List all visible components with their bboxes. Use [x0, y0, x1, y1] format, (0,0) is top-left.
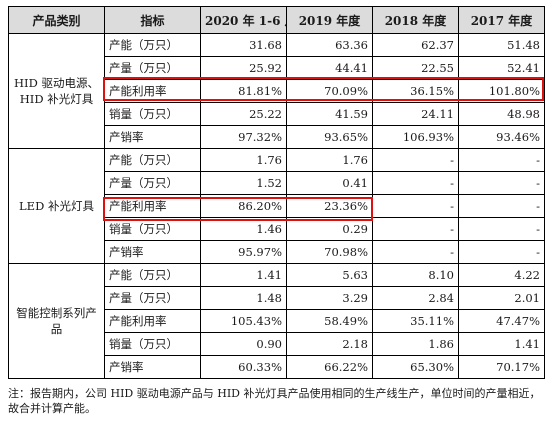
value-cell: - — [458, 194, 545, 218]
metric-cell: 产能利用率 — [104, 194, 201, 218]
value-cell: 24.11 — [372, 102, 459, 126]
metric-cell: 产能（万只） — [104, 148, 201, 172]
value-cell: 52.41 — [458, 56, 545, 80]
header-row: 产品类别 指标 2020 年 1-6 月 2019 年度 2018 年度 201… — [8, 6, 545, 34]
value-cell: - — [372, 194, 459, 218]
value-cell: 5.63 — [286, 263, 373, 287]
value-cell: 95.97% — [200, 240, 287, 264]
header-metric: 指标 — [104, 6, 201, 34]
metric-cell: 销量（万只） — [104, 217, 201, 241]
value-cell: 97.32% — [200, 125, 287, 149]
value-cell: - — [372, 148, 459, 172]
value-cell: 86.20% — [200, 194, 287, 218]
value-cell: 105.43% — [200, 309, 287, 333]
value-cell: 0.41 — [286, 171, 373, 195]
header-2020h1: 2020 年 1-6 月 — [200, 6, 287, 34]
metric-cell: 产能（万只） — [104, 33, 201, 57]
value-cell: 35.11% — [372, 309, 459, 333]
metric-cell: 产量（万只） — [104, 56, 201, 80]
value-cell: - — [458, 148, 545, 172]
table-row: 产销率 97.32% 93.65% 106.93% 93.46% — [9, 125, 545, 149]
value-cell: 70.98% — [286, 240, 373, 264]
header-2017: 2017 年度 — [458, 6, 545, 34]
value-cell: 1.52 — [200, 171, 287, 195]
metric-cell: 销量（万只） — [104, 102, 201, 126]
value-cell: - — [458, 217, 545, 241]
table-row: LED 补光灯具 产能（万只） 1.76 1.76- - — [8, 148, 545, 264]
metric-cell: 销量（万只） — [104, 332, 201, 356]
value-cell: 25.92 — [200, 56, 287, 80]
value-cell: - — [458, 240, 545, 264]
value-cell: 47.47% — [458, 309, 545, 333]
value-cell: 2.01 — [458, 286, 545, 310]
value-cell: - — [458, 171, 545, 195]
value-cell: 0.90 — [200, 332, 287, 356]
value-cell: 41.59 — [286, 102, 373, 126]
value-cell: 51.48 — [458, 33, 545, 57]
value-cell: 66.22% — [286, 355, 373, 379]
category-cell: HID 驱动电源、HID 补光灯具 — [8, 33, 105, 149]
table-row: 销量（万只） 25.22 41.59 24.11 48.98 — [9, 102, 545, 126]
value-cell: 1.76 — [200, 148, 287, 172]
value-cell: 36.15% — [372, 79, 459, 103]
header-2019: 2019 年度 — [286, 6, 373, 34]
table-row: 产销率 60.33% 66.22% 65.30% 70.17% — [9, 355, 545, 379]
value-cell: 1.48 — [200, 286, 287, 310]
value-cell: 93.46% — [458, 125, 545, 149]
metric-cell: 产销率 — [104, 125, 201, 149]
value-cell: 62.37 — [372, 33, 459, 57]
category-cell: 智能控制系列产品 — [8, 263, 105, 379]
header-2018: 2018 年度 — [372, 6, 459, 34]
metric-cell: 产能（万只） — [104, 263, 201, 287]
value-cell: 8.10 — [372, 263, 459, 287]
value-cell: 3.29 — [286, 286, 373, 310]
table-row: HID 驱动电源、HID 补光灯具 产能（万只） 31.68 63.36 62.37 51… — [8, 33, 545, 149]
value-cell: 1.46 — [200, 217, 287, 241]
value-cell: 25.22 — [200, 102, 287, 126]
value-cell: 1.41 — [200, 263, 287, 287]
value-cell: 1.76 — [286, 148, 373, 172]
value-cell: 106.93% — [372, 125, 459, 149]
value-cell: 101.80% — [458, 79, 545, 103]
value-cell: 81.81% — [200, 79, 287, 103]
value-cell: - — [372, 217, 459, 241]
value-cell: 1.86 — [372, 332, 459, 356]
value-cell: 44.41 — [286, 56, 373, 80]
value-cell: 60.33% — [200, 355, 287, 379]
value-cell: 0.29 — [286, 217, 373, 241]
value-cell: 93.65% — [286, 125, 373, 149]
footnote: 注：报告期内，公司 HID 驱动电源产品与 HID 补光灯具产品使用相同的生产线… — [8, 387, 541, 415]
value-cell: 58.49% — [286, 309, 373, 333]
capacity-table-container: 产品类别 指标 2020 年 1-6 月 2019 年度 2018 年度 201… — [8, 6, 545, 379]
value-cell: 2.84 — [372, 286, 459, 310]
value-cell: 1.41 — [458, 332, 545, 356]
value-cell: 23.36% — [286, 194, 373, 218]
value-cell: 48.98 — [458, 102, 545, 126]
metric-cell: 产能利用率 — [104, 79, 201, 103]
metric-cell: 产能利用率 — [104, 309, 201, 333]
category-cell: LED 补光灯具 — [8, 148, 105, 264]
metric-cell: 产量（万只） — [104, 171, 201, 195]
metric-cell: 产量（万只） — [104, 286, 201, 310]
metric-cell: 产销率 — [104, 240, 201, 264]
value-cell: 22.55 — [372, 56, 459, 80]
table-row: 智能控制系列产品 产能（万只） 1.41 5.63 8.10 4.22 — [8, 263, 545, 379]
metric-cell: 产销率 — [104, 355, 201, 379]
table-row: 产量（万只） 25.92 44.41 22.55 52.41 — [9, 56, 545, 80]
value-cell: 70.17% — [458, 355, 545, 379]
value-cell: 4.22 — [458, 263, 545, 287]
value-cell: 63.36 — [286, 33, 373, 57]
value-cell: 2.18 — [286, 332, 373, 356]
value-cell: 31.68 — [200, 33, 287, 57]
capacity-table: 产品类别 指标 2020 年 1-6 月 2019 年度 2018 年度 201… — [8, 6, 545, 379]
value-cell: - — [372, 240, 459, 264]
value-cell: 70.09% — [286, 79, 373, 103]
table-row: 产能利用率 105.43% 58.49% 35.11% 47.47% — [9, 309, 545, 333]
header-category: 产品类别 — [8, 6, 105, 34]
value-cell: 65.30% — [372, 355, 459, 379]
value-cell: - — [372, 171, 459, 195]
